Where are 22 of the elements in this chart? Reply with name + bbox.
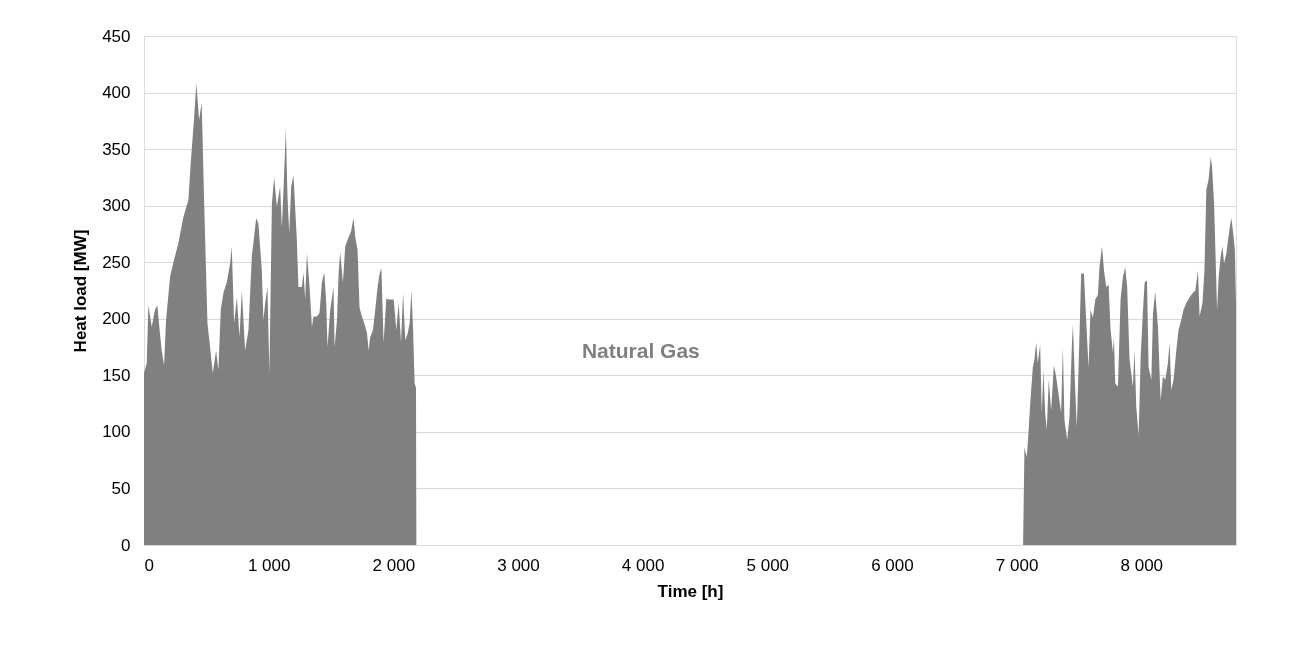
y-tick-label: 250: [102, 252, 131, 272]
x-tick-label: 8 000: [1120, 555, 1164, 575]
text: Natural Gas: [581, 338, 700, 362]
x-tick-label: 4 000: [621, 555, 665, 575]
y-tick-label: 350: [102, 139, 131, 159]
y-tick-label: 200: [102, 309, 131, 329]
x-tick-label: 0: [144, 555, 154, 575]
x-tick-label: 6 000: [871, 555, 914, 575]
x-axis-title: Time [h]: [657, 581, 724, 601]
x-tick-label: 1 000: [247, 555, 291, 575]
y-tick-label: 450: [102, 26, 131, 46]
x-tick-label: 5 000: [746, 555, 790, 575]
x-tick-label: 7 000: [995, 555, 1039, 575]
y-tick-label: 0: [121, 535, 131, 555]
y-tick-label: 400: [102, 83, 131, 103]
x-tick-label: 2 000: [372, 555, 416, 575]
y-tick-label: 50: [111, 478, 131, 498]
y-tick-label: 100: [102, 422, 131, 442]
y-tick-label: 150: [102, 365, 131, 385]
y-axis-title: Heat load [MW]: [71, 229, 91, 353]
y-tick-label: 300: [102, 196, 131, 216]
x-tick-label: 3 000: [497, 555, 540, 575]
